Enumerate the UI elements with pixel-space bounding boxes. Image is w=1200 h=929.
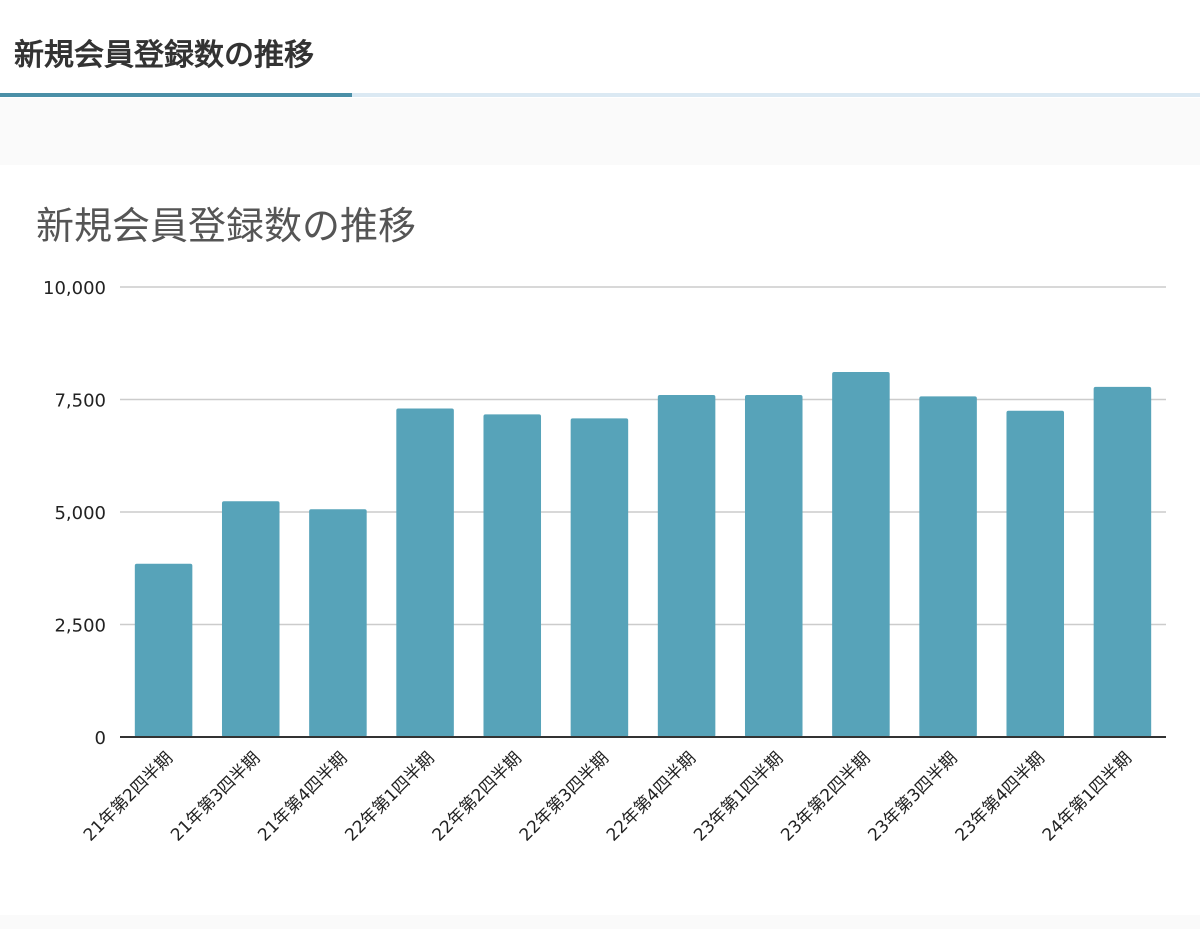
x-tick-label: 22年第3四半期 <box>516 748 613 845</box>
y-tick-label: 10,000 <box>43 278 106 299</box>
bar-chart: 新規会員登録数の推移 0 2,500 5,000 7,500 10,000 21年第2四… <box>36 204 1166 846</box>
header-accent-underline <box>0 93 352 97</box>
y-tick-label: 0 <box>95 728 106 749</box>
x-tick-label: 22年第1四半期 <box>341 748 438 845</box>
y-tick-label: 5,000 <box>54 503 106 524</box>
bar <box>134 563 193 737</box>
x-tick-label: 23年第3四半期 <box>864 748 961 845</box>
bar <box>744 395 803 737</box>
bar <box>657 395 716 737</box>
bar <box>221 501 280 737</box>
bar <box>570 418 629 737</box>
bars <box>134 372 1152 737</box>
x-tick-label: 21年第3四半期 <box>167 748 264 845</box>
y-tick-label: 2,500 <box>54 616 106 637</box>
y-tick-label: 7,500 <box>54 391 106 412</box>
chart-card: 新規会員登録数の推移 0 2,500 5,000 7,500 10,000 21年第2四… <box>0 165 1200 915</box>
x-tick-label: 23年第1四半期 <box>690 748 787 845</box>
bar <box>1093 386 1152 737</box>
x-axis-labels: 21年第2四半期21年第3四半期21年第4四半期22年第1四半期22年第2四半期… <box>80 748 1136 845</box>
x-tick-label: 22年第4四半期 <box>603 748 700 845</box>
bar <box>832 372 890 737</box>
x-tick-label: 23年第4四半期 <box>952 748 1049 845</box>
bar <box>483 414 542 737</box>
x-tick-label: 23年第2四半期 <box>777 748 874 845</box>
x-tick-label: 21年第2四半期 <box>80 748 177 845</box>
page-title: 新規会員登録数の推移 <box>14 38 314 73</box>
bar <box>309 509 367 737</box>
gridlines <box>120 286 1166 626</box>
x-tick-label: 21年第4四半期 <box>254 748 351 845</box>
bar <box>396 408 454 737</box>
header-divider <box>0 93 1200 97</box>
bar <box>919 396 977 737</box>
bar <box>1006 410 1065 737</box>
chart-title: 新規会員登録数の推移 <box>36 204 416 248</box>
x-tick-label: 22年第2四半期 <box>429 748 526 845</box>
y-axis-ticks: 0 2,500 5,000 7,500 10,000 <box>43 278 106 749</box>
page-header: 新規会員登録数の推移 <box>0 0 1200 98</box>
x-tick-label: 24年第1四半期 <box>1039 748 1136 845</box>
